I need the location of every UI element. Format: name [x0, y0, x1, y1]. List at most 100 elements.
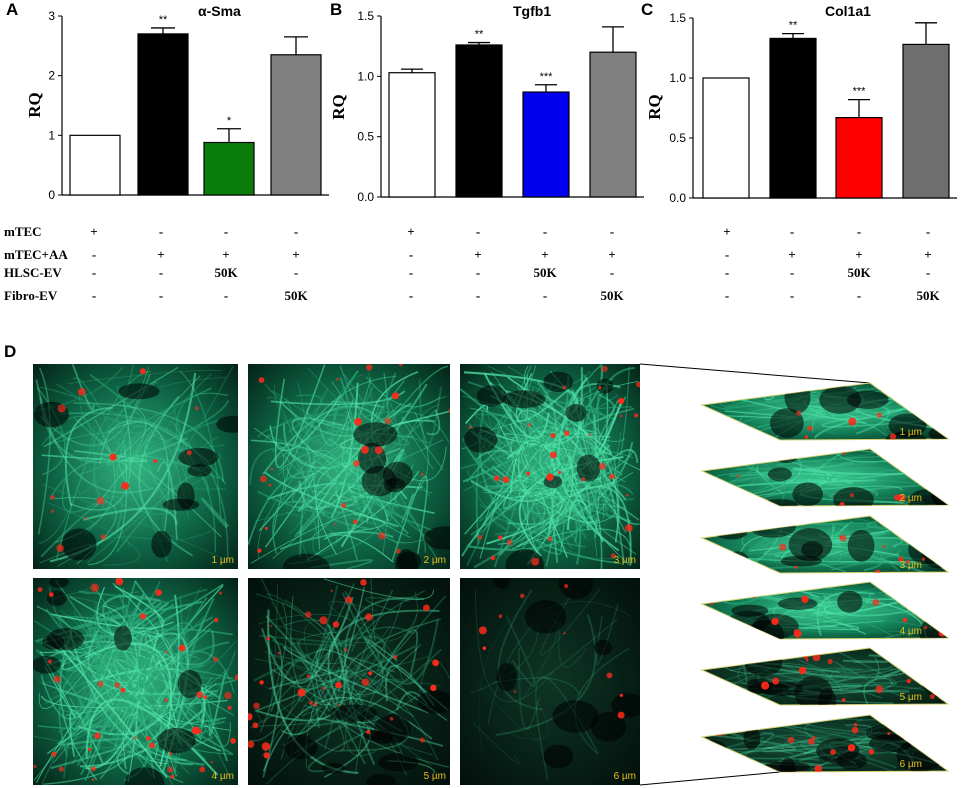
- red-signal: [230, 737, 236, 744]
- fiber-stroke: [279, 450, 336, 471]
- fiber-stroke: [487, 365, 547, 393]
- dark-pore: [751, 648, 772, 658]
- fiber-stroke: [80, 707, 206, 768]
- fiber-stroke: [95, 663, 191, 776]
- depth-label: 6 µm: [614, 771, 636, 782]
- red-signal: [77, 388, 86, 396]
- red-signal: [868, 749, 875, 755]
- fiber-stroke: [336, 649, 376, 693]
- fiber-stroke: [310, 559, 373, 569]
- fiber-stroke: [258, 613, 404, 682]
- dark-pore: [505, 549, 544, 569]
- fiber-stroke: [842, 659, 888, 664]
- chart-title-a: α-Sma: [198, 3, 241, 19]
- red-signal: [547, 536, 553, 542]
- dark-pore: [525, 600, 567, 634]
- red-signal: [708, 660, 715, 668]
- fiber-stroke: [272, 477, 313, 555]
- fiber-stroke: [366, 376, 441, 408]
- red-signal: [736, 474, 740, 478]
- dark-pore: [576, 454, 601, 482]
- red-signal: [715, 728, 724, 737]
- dark-pore: [417, 690, 450, 714]
- y-tick-label: 3: [48, 9, 55, 23]
- red-signal: [448, 408, 450, 413]
- red-signal: [248, 713, 253, 721]
- red-signal: [261, 742, 271, 751]
- fiber-stroke: [148, 638, 238, 701]
- red-signal: [313, 702, 318, 707]
- red-signal: [224, 691, 232, 700]
- red-signal: [234, 674, 238, 681]
- dark-pore: [157, 727, 196, 754]
- dark-pore: [321, 762, 345, 774]
- red-signal: [378, 532, 386, 540]
- chart-c: 0.00.51.01.5*****: [669, 11, 957, 205]
- red-signal: [906, 560, 910, 564]
- fiber-stroke: [264, 613, 418, 675]
- red-signal: [549, 451, 557, 459]
- fiber-stroke: [71, 364, 95, 411]
- condition-row-label: mTEC: [4, 224, 42, 239]
- dark-pore: [702, 421, 737, 435]
- fiber-stroke: [73, 402, 225, 482]
- red-signal: [196, 728, 202, 734]
- fiber-stroke: [260, 578, 310, 672]
- fiber-stroke: [71, 691, 113, 765]
- dark-pore: [42, 634, 65, 650]
- red-signal: [120, 687, 126, 693]
- fiber-stroke: [270, 660, 320, 729]
- fiber-stroke: [37, 585, 140, 730]
- fiber-stroke: [136, 667, 234, 745]
- condition-cell: -: [543, 224, 547, 239]
- fiber-stroke: [262, 417, 351, 496]
- red-signal: [395, 548, 401, 554]
- red-signal: [761, 681, 770, 690]
- micrograph-background: [248, 578, 450, 785]
- red-signal: [588, 433, 591, 437]
- red-signal: [564, 584, 569, 589]
- red-signal: [360, 579, 367, 586]
- dark-pore: [329, 704, 378, 722]
- red-signal: [626, 494, 629, 497]
- red-signal: [513, 690, 517, 693]
- fiber-stroke: [315, 649, 448, 721]
- fiber-stroke: [248, 613, 349, 742]
- red-signal: [636, 381, 640, 388]
- dark-pore: [282, 553, 330, 569]
- fiber-stroke: [61, 454, 159, 513]
- fiber-stroke: [257, 410, 362, 559]
- dark-pore: [493, 578, 511, 589]
- condition-cell: 50K: [847, 265, 871, 280]
- fiber-stroke: [86, 673, 156, 738]
- fiber-stroke: [117, 703, 185, 776]
- dark-pore: [162, 498, 200, 511]
- fiber-stroke: [250, 439, 370, 491]
- fiber-stroke: [466, 495, 545, 548]
- red-signal: [87, 747, 92, 752]
- red-signal: [352, 519, 358, 525]
- slice-depth-label: 6 µm: [900, 759, 922, 770]
- fiber-stroke: [47, 431, 217, 553]
- fiber-stroke: [561, 366, 630, 519]
- red-signal: [830, 749, 836, 755]
- bar: [69, 134, 121, 196]
- micrograph-6: 6 µm: [460, 578, 640, 785]
- red-signal: [787, 736, 795, 744]
- condition-cell: +: [788, 247, 795, 262]
- condition-cell: 50K: [214, 265, 238, 280]
- red-signal: [779, 543, 787, 551]
- red-signal: [361, 678, 370, 687]
- red-signal: [771, 617, 779, 626]
- fiber-stroke: [40, 695, 228, 709]
- red-signal: [598, 386, 602, 390]
- fiber-stroke: [282, 646, 429, 714]
- fiber-stroke: [41, 415, 95, 484]
- dark-pore: [543, 371, 574, 392]
- red-signal: [904, 449, 910, 456]
- fiber-stroke: [299, 486, 399, 513]
- red-signal: [214, 617, 219, 623]
- condition-cell: -: [159, 265, 163, 280]
- fiber-stroke: [301, 601, 403, 717]
- fiber-stroke: [550, 433, 585, 563]
